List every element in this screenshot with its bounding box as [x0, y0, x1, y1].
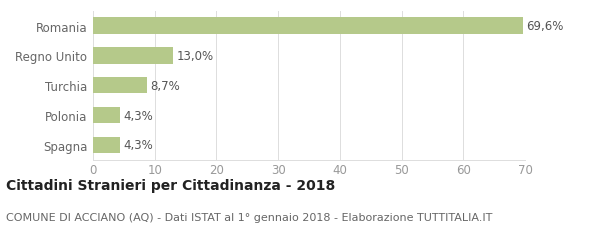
Text: 8,7%: 8,7%	[151, 79, 180, 92]
Text: 69,6%: 69,6%	[526, 20, 563, 33]
Bar	[93, 137, 119, 153]
Text: 4,3%: 4,3%	[123, 109, 153, 122]
Bar	[93, 107, 119, 124]
Bar	[93, 48, 173, 64]
Text: Cittadini Stranieri per Cittadinanza - 2018: Cittadini Stranieri per Cittadinanza - 2…	[6, 178, 335, 192]
Bar	[93, 78, 146, 94]
Text: 4,3%: 4,3%	[123, 139, 153, 152]
Bar	[93, 18, 523, 35]
Text: COMUNE DI ACCIANO (AQ) - Dati ISTAT al 1° gennaio 2018 - Elaborazione TUTTITALIA: COMUNE DI ACCIANO (AQ) - Dati ISTAT al 1…	[6, 212, 493, 222]
Text: 13,0%: 13,0%	[177, 50, 214, 63]
